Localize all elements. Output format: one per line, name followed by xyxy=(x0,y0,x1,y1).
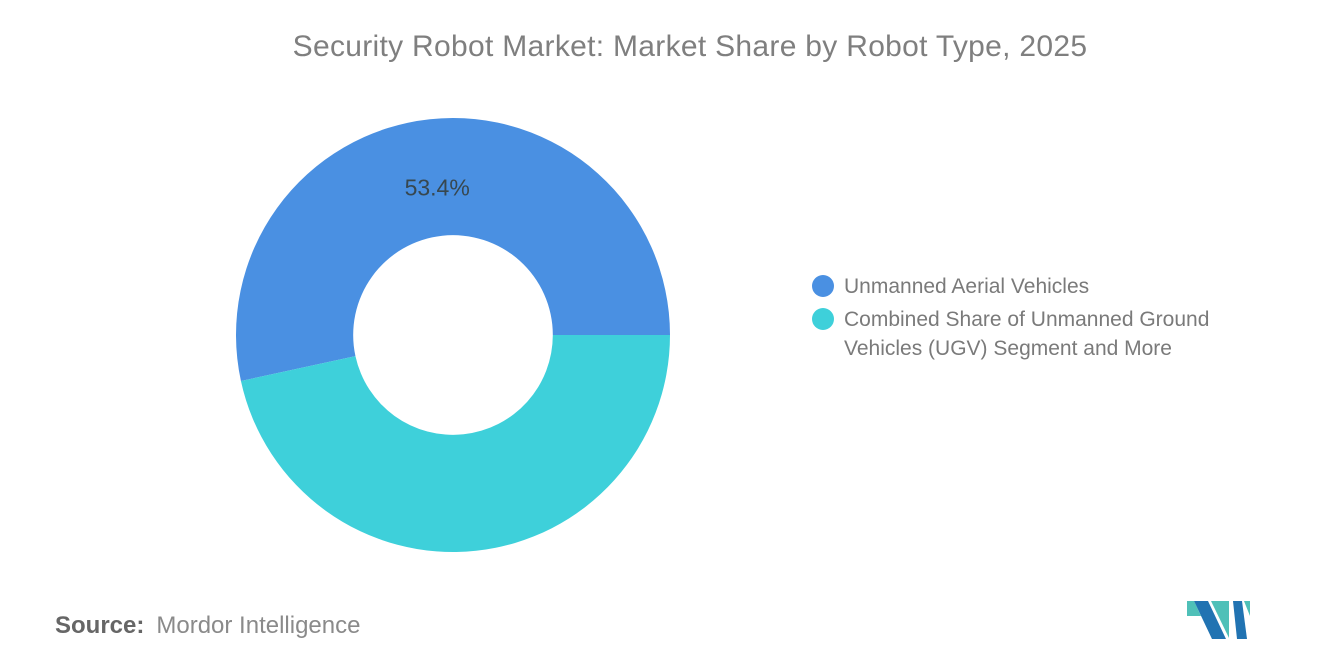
data-label: 53.4% xyxy=(405,174,470,200)
legend-marker-uav xyxy=(812,275,834,297)
pie-slice-0[interactable] xyxy=(236,118,670,382)
pie-slice-1[interactable] xyxy=(240,335,670,552)
mordor-intelligence-logo xyxy=(1187,601,1250,639)
chart-title: Security Robot Market: Market Share by R… xyxy=(292,30,1088,63)
legend-label-ugv: Combined Share of Unmanned Ground Vehicl… xyxy=(844,308,1210,360)
logo-shape-teal-left xyxy=(1187,601,1201,616)
legend-item-uav[interactable]: Unmanned Aerial Vehicles xyxy=(812,272,1244,301)
donut-chart: 53.4% xyxy=(236,118,670,552)
logo-shape-blue-right xyxy=(1233,601,1247,639)
legend-marker-ugv xyxy=(812,308,834,330)
logo-shape-blue-diagonal xyxy=(1194,601,1226,639)
logo-shape-teal-corner xyxy=(1244,601,1250,616)
source-value: Mordor Intelligence xyxy=(156,612,361,639)
legend-label-uav: Unmanned Aerial Vehicles xyxy=(844,275,1090,298)
source-row: Source: Mordor Intelligence xyxy=(55,612,360,640)
logo-shape-teal-middle xyxy=(1211,601,1229,638)
legend: Unmanned Aerial Vehicles Combined Share … xyxy=(812,272,1244,367)
source-label: Source: xyxy=(55,612,145,639)
legend-item-ugv[interactable]: Combined Share of Unmanned Ground Vehicl… xyxy=(812,305,1244,363)
